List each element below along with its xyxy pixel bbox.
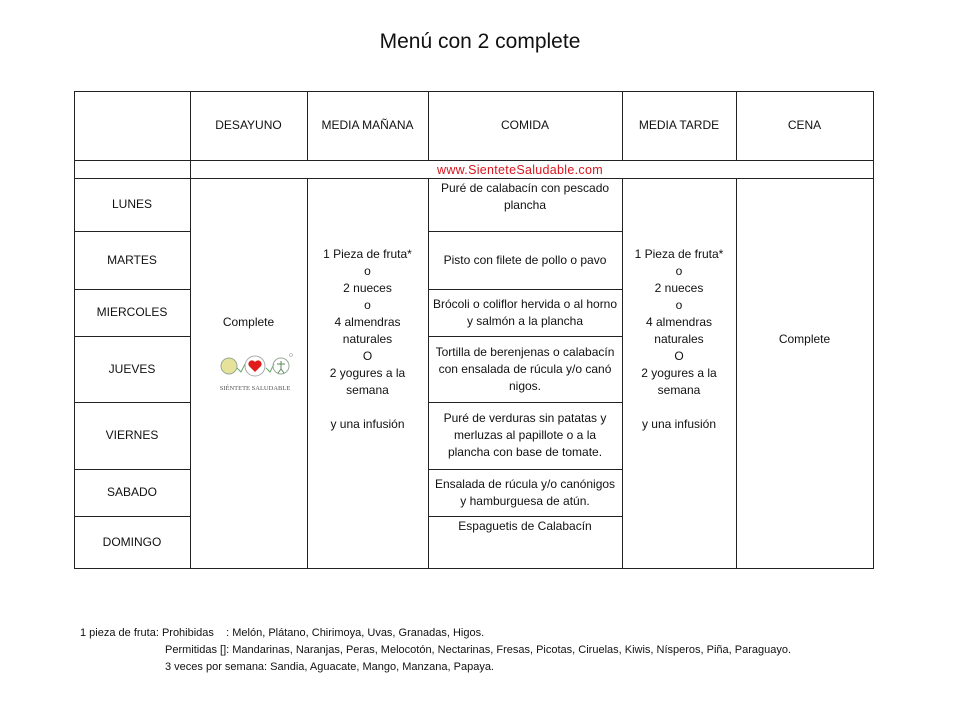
column-header [78, 91, 186, 160]
day-label: SABADO [106, 485, 157, 499]
cena-text: Complete [778, 331, 831, 346]
spacer-cell [74, 160, 191, 179]
media-manana-cell [307, 178, 429, 569]
column-header: DESAYUNO [215, 118, 282, 132]
day-label: VIERNES [105, 428, 159, 442]
column-header: COMIDA [501, 118, 549, 132]
day-label: MIERCOLES [96, 305, 168, 319]
footnote-line: 3 veces por semana: Sandia, Aguacate, Ma… [165, 661, 494, 673]
comida-text: Pisto con filete de pollo o pavo [443, 252, 607, 267]
column-header: MEDIA TARDE [638, 118, 720, 132]
page-title: Menú con 2 complete [379, 30, 581, 53]
day-label: JUEVES [108, 361, 156, 376]
comida-text: Puré de calabacín con pescado plancha [440, 181, 610, 212]
comida-text: Espaguetis de Calabacín [458, 519, 592, 533]
day-label: LUNES [111, 197, 152, 211]
footnote-line: Permitidas []: Mandarinas, Naranjas, Per… [165, 644, 792, 656]
watermark-url: www.SienteteSaludable.com [437, 163, 603, 177]
cena-cell [736, 178, 874, 569]
media-manana-text: 1 Pieza de fruta* o 2 nueces o 4 almendr… [323, 246, 412, 431]
comida-text: Puré de verduras sin patatas y merluzas … [443, 411, 607, 459]
siente-saludable-logo: SIÉNTETE SALUDABLE [220, 353, 293, 392]
comida-text: Tortilla de berenjenas o calabacín con e… [435, 344, 615, 393]
svg-text:SIÉNTETE SALUDABLE: SIÉNTETE SALUDABLE [220, 384, 291, 392]
day-label: MARTES [107, 252, 157, 267]
desayuno-text: Complete [222, 315, 275, 329]
footnote-line: 1 pieza de fruta: Prohibidas : Melón, Pl… [80, 627, 485, 639]
comida-text: Ensalada de rúcula y/o canónigos y hambu… [434, 476, 616, 508]
comida-text: Brócoli o coliflor hervida o al horno y … [432, 296, 618, 328]
media-tarde-text: 1 Pieza de fruta* o 2 nueces o 4 almendr… [634, 246, 724, 431]
column-header: CENA [787, 118, 822, 132]
day-label: DOMINGO [102, 534, 162, 549]
column-header: MEDIA MAÑANA [321, 118, 414, 132]
